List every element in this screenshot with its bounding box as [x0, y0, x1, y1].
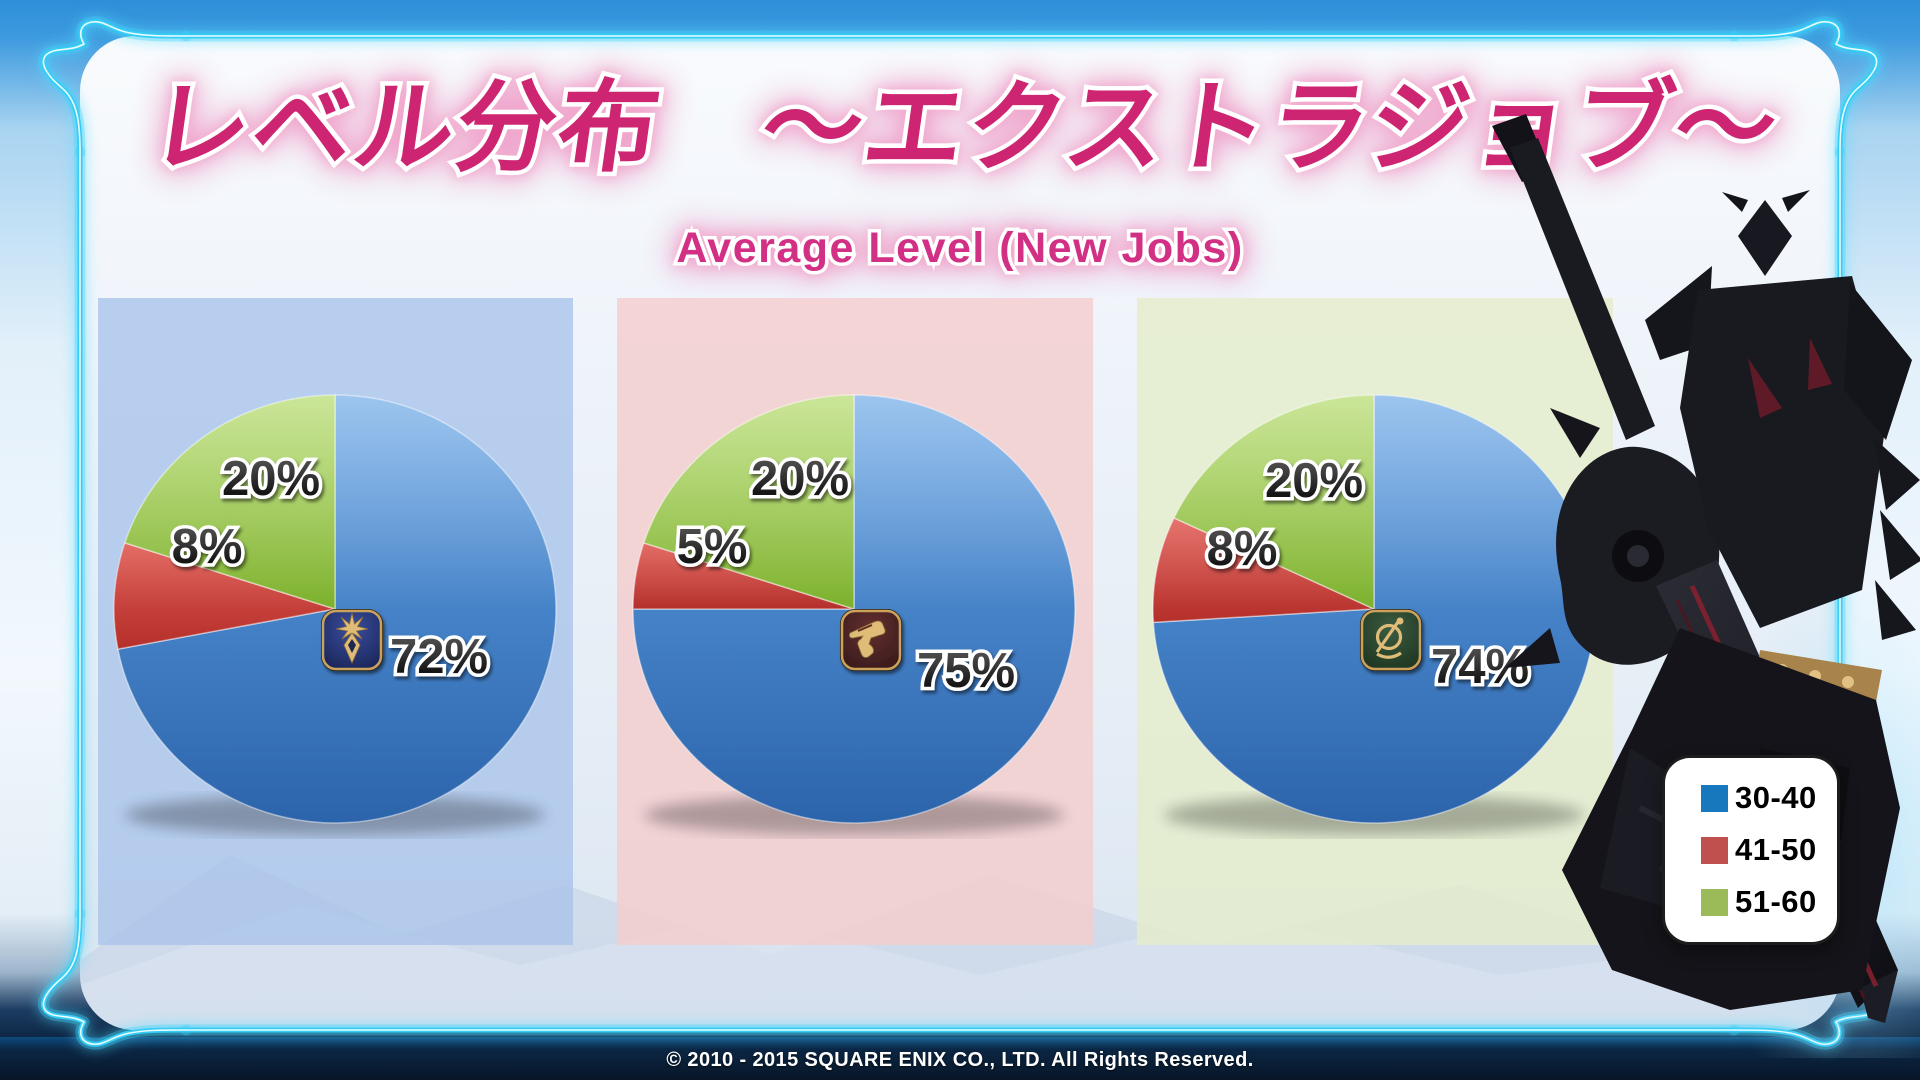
pie-panel-dark-knight: 72% 8% 20% — [98, 298, 573, 945]
page-subtitle: Average Level (New Jobs) — [676, 224, 1243, 272]
legend-label: 51-60 — [1735, 884, 1817, 919]
legend-swatch — [1701, 888, 1728, 916]
pie-slice-label: 20% — [222, 452, 320, 506]
legend-item-51-60: 51-60 — [1701, 884, 1837, 920]
machinist-job-icon — [840, 609, 902, 671]
pie-slice-label: 72% — [390, 630, 488, 684]
legend-swatch — [1701, 836, 1728, 864]
astrologian-emblem — [1375, 621, 1403, 659]
legend-label: 41-50 — [1735, 832, 1817, 867]
pie-slice-label: 20% — [1265, 454, 1363, 508]
pie-slice-label: 75% — [917, 644, 1015, 698]
pie-slice-label: 8% — [1207, 522, 1278, 576]
legend-swatch — [1701, 784, 1728, 812]
pie-chart: 75% 5%20% — [632, 394, 1076, 835]
astrologian-job-icon — [1360, 609, 1422, 671]
pie-slice-label: 5% — [677, 520, 748, 574]
footer-strip — [0, 1037, 1920, 1080]
legend-item-30-40: 30-40 — [1701, 780, 1837, 816]
pie-chart: 74%8%20% — [1152, 394, 1596, 835]
dark-knight-job-icon — [321, 609, 383, 671]
pie-gloss — [114, 395, 556, 609]
pie-slice-label: 8% — [172, 520, 243, 574]
footer-bar: © 2010 - 2015 SQUARE ENIX CO., LTD. All … — [0, 1040, 1920, 1080]
pie-gloss — [633, 395, 1075, 609]
pie-panel-astrologian: 74% 8% 20% — [1137, 298, 1613, 945]
legend-label: 30-40 — [1735, 780, 1817, 815]
pie-slice-label: 20% — [751, 452, 849, 506]
copyright-text: © 2010 - 2015 SQUARE ENIX CO., LTD. All … — [666, 1048, 1254, 1071]
pie-chart: 72% 8% 20% — [113, 394, 557, 835]
level-range-legend: 30-40 41-50 51-60 — [1662, 755, 1840, 945]
legend-item-41-50: 41-50 — [1701, 832, 1837, 868]
pie-panel-machinist: 75% 5% 20% — [617, 298, 1093, 945]
